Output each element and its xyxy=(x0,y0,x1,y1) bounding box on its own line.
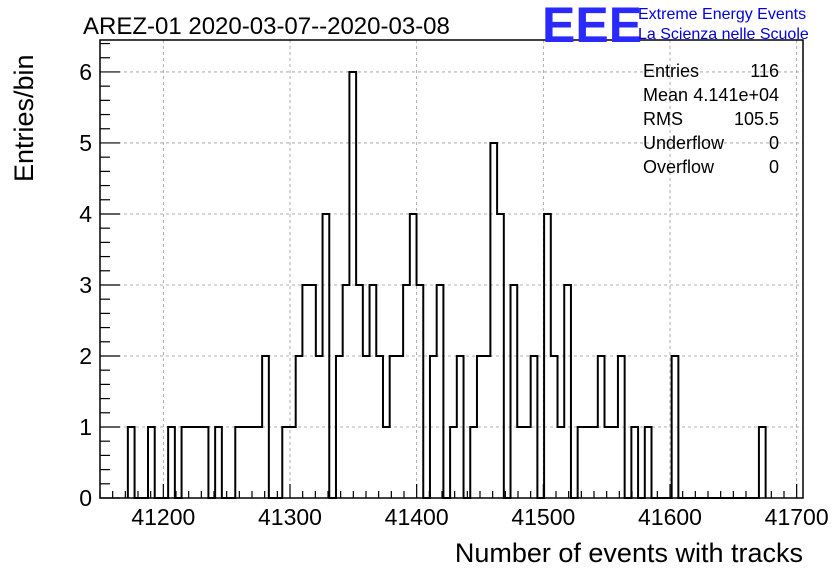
x-tick-label: 41600 xyxy=(638,504,702,530)
stats-value: 4.141e+04 xyxy=(693,85,779,105)
logo-line-1: Extreme Energy Events xyxy=(638,6,806,23)
grid-layer xyxy=(100,40,803,498)
stats-label: Mean xyxy=(643,85,688,105)
x-tick-label: 41400 xyxy=(385,504,449,530)
y-tick-label: 2 xyxy=(79,343,92,369)
stats-value: 0 xyxy=(769,157,779,177)
y-tick-label: 1 xyxy=(79,414,92,440)
y-tick-label: 0 xyxy=(79,485,92,511)
logo-line-2: La Scienza nelle Scuole xyxy=(638,26,809,43)
stats-label: Overflow xyxy=(643,157,715,177)
stats-value: 116 xyxy=(750,61,779,81)
eee-logo: EEE Extreme Energy Events La Scienza nel… xyxy=(542,0,809,53)
stats-value: 105.5 xyxy=(734,109,779,129)
logo-mark: EEE xyxy=(542,0,642,53)
x-axis-title: Number of events with tracks xyxy=(455,538,803,568)
x-tick-label: 41500 xyxy=(511,504,575,530)
stats-label: Underflow xyxy=(643,133,725,153)
stats-value: 0 xyxy=(769,133,779,153)
plot-frame xyxy=(99,39,804,499)
y-tick-label: 4 xyxy=(79,201,92,227)
tick-labels: 41200 41300 41400 41500 41600 41700 0 1 2 3 4 5 6 xyxy=(79,59,828,530)
stats-label: RMS xyxy=(643,109,683,129)
x-tick-label: 41700 xyxy=(765,504,829,530)
stats-label: Entries xyxy=(643,61,699,81)
y-tick-label: 3 xyxy=(79,272,92,298)
chart-title: AREZ-01 2020-03-07--2020-03-08 xyxy=(83,13,450,40)
histogram-outline xyxy=(126,70,767,499)
y-axis-title: Entries/bin xyxy=(9,54,39,182)
y-tick-label: 6 xyxy=(79,59,92,85)
y-tick-label: 5 xyxy=(79,130,92,156)
axis-ticks xyxy=(99,42,798,499)
stats-box: Entries 116 Mean 4.141e+04 RMS 105.5 Underflow… xyxy=(643,61,779,177)
x-tick-label: 41300 xyxy=(258,504,322,530)
x-tick-label: 41200 xyxy=(131,504,195,530)
